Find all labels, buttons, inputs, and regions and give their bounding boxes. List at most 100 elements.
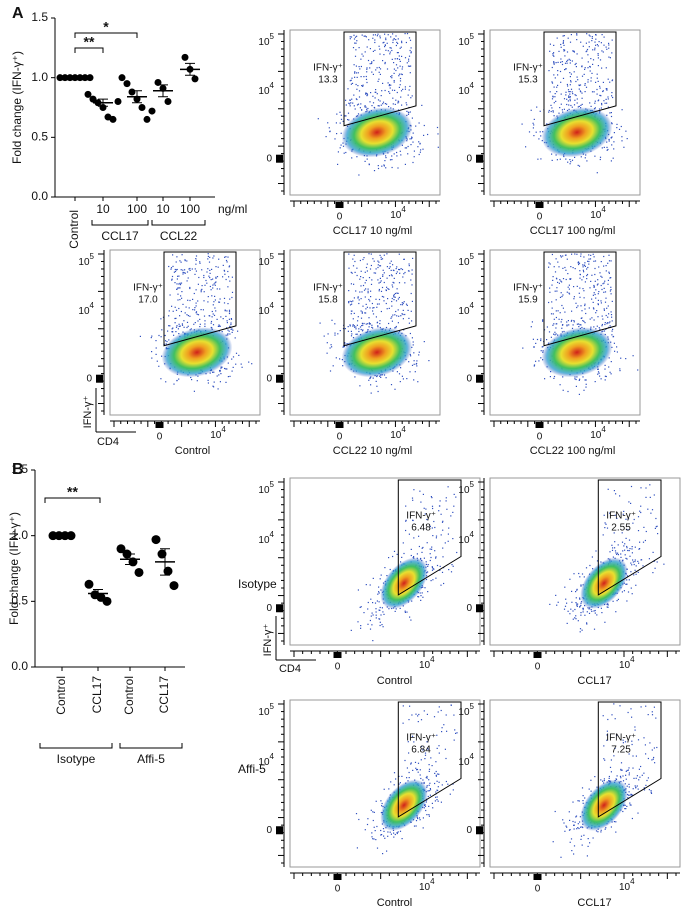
event-dot (645, 530, 647, 533)
event-dot (625, 130, 627, 132)
event-dot (209, 372, 211, 374)
event-dot (374, 602, 377, 604)
event-dot (356, 156, 358, 158)
event-dot (410, 554, 412, 557)
event-dot (608, 313, 610, 315)
plot-frame (489, 477, 681, 646)
event-dot (388, 275, 391, 277)
event-dot (347, 88, 349, 90)
event-dot (440, 709, 442, 712)
zero-marker (335, 422, 344, 428)
event-dot (558, 50, 560, 52)
event-dot (348, 301, 350, 303)
event-dot (581, 92, 583, 94)
event-dot (218, 301, 221, 303)
event-dot (411, 300, 413, 302)
event-dot (555, 100, 557, 102)
event-dot (219, 370, 221, 373)
event-dot (640, 559, 642, 561)
event-dot (225, 259, 228, 262)
event-dot (567, 390, 569, 393)
event-dot (638, 768, 640, 770)
event-dot (376, 322, 378, 324)
event-dot (348, 267, 350, 269)
x-tick-label: CCL17 (157, 676, 171, 714)
event-dot (214, 295, 216, 297)
event-dot (411, 284, 413, 286)
event-dot (381, 607, 383, 609)
event-dot (559, 384, 561, 386)
event-dot (218, 324, 220, 326)
event-dot (601, 34, 603, 36)
event-dot (596, 172, 598, 174)
event-dot (642, 565, 644, 567)
event-dot (349, 325, 351, 327)
event-dot (629, 548, 631, 550)
event-dot (568, 292, 570, 294)
event-dot (379, 624, 381, 627)
event-dot (384, 837, 386, 839)
event-dot (407, 309, 409, 311)
event-dot (598, 372, 600, 374)
event-dot (184, 259, 186, 261)
event-dot (373, 838, 375, 840)
event-dot (428, 805, 430, 807)
event-dot (361, 85, 363, 87)
event-dot (411, 600, 413, 602)
event-dot (437, 146, 439, 148)
event-dot (635, 755, 637, 757)
event-dot (612, 96, 614, 99)
event-dot (551, 81, 553, 83)
axis-tick-label: 104 (419, 877, 435, 893)
event-dot (176, 268, 178, 271)
y-tick-label: 1.5 (31, 10, 48, 24)
tick-base: 10 (619, 660, 631, 671)
event-dot (592, 568, 594, 570)
event-dot (400, 96, 402, 98)
event-dot (573, 573, 575, 575)
event-dot (336, 113, 338, 115)
event-dot (219, 370, 221, 372)
event-dot (582, 288, 584, 290)
event-dot (431, 527, 433, 529)
tick-base: 10 (458, 86, 470, 97)
event-dot (455, 732, 457, 734)
event-dot (229, 325, 231, 327)
event-dot (625, 537, 627, 539)
event-dot (379, 35, 381, 37)
event-dot (561, 63, 564, 66)
event-dot (585, 154, 587, 156)
event-dot (356, 324, 358, 326)
event-dot (181, 323, 183, 325)
event-dot (358, 302, 360, 305)
event-dot (651, 509, 654, 511)
axis-tick-label: 0 (335, 662, 341, 673)
event-dot (404, 759, 406, 762)
event-dot (375, 380, 377, 382)
axis-tick-label: 105 (458, 702, 474, 718)
event-dot (208, 261, 211, 263)
event-dot (570, 104, 572, 107)
event-dot (580, 585, 582, 587)
event-dot (619, 495, 621, 497)
event-dot (339, 330, 341, 332)
event-dot (600, 378, 602, 380)
event-dot (384, 61, 386, 64)
event-dot (563, 35, 565, 37)
event-dot (207, 301, 209, 303)
event-dot (219, 288, 221, 290)
event-dot (228, 266, 230, 268)
event-dot (427, 790, 429, 792)
event-dot (603, 44, 605, 46)
event-dot (222, 264, 224, 266)
event-dot (213, 381, 215, 383)
event-dot (186, 271, 189, 273)
tick-exponent: 4 (470, 530, 475, 539)
event-dot (348, 102, 350, 104)
event-dot (411, 735, 414, 737)
event-dot (590, 779, 592, 781)
event-dot (388, 106, 390, 108)
event-dot (558, 266, 560, 268)
event-dot (591, 37, 593, 39)
event-dot (375, 839, 377, 841)
